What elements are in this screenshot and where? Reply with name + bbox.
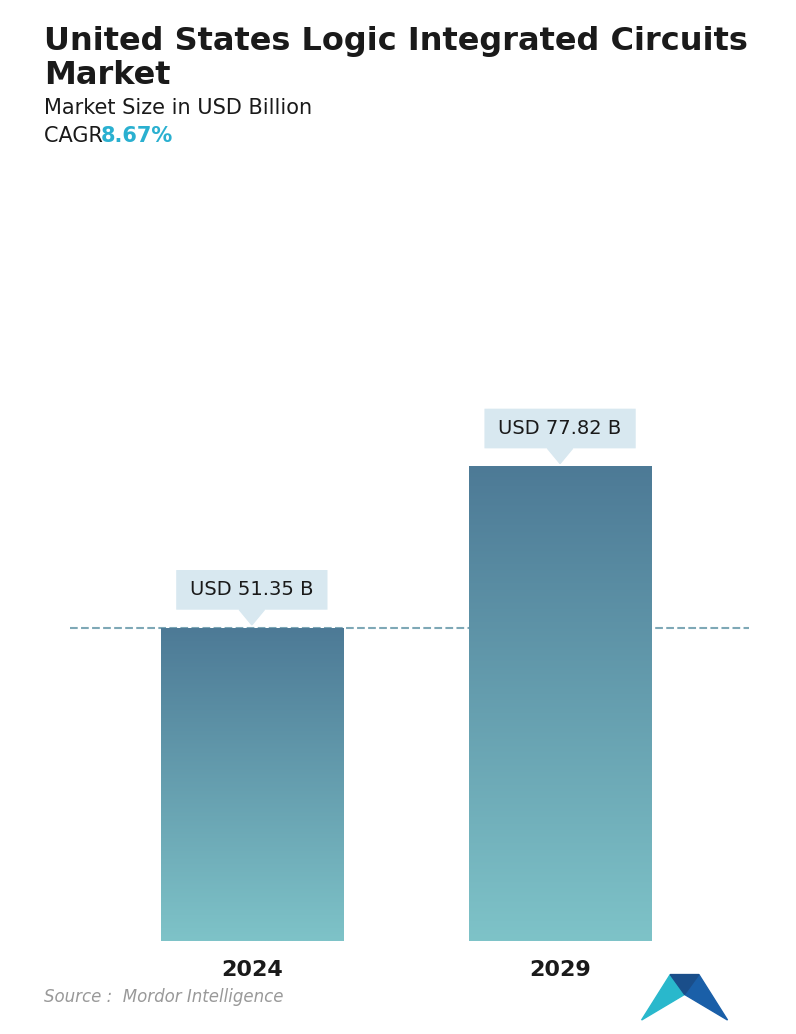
Text: Market: Market: [44, 60, 170, 91]
Text: USD 77.82 B: USD 77.82 B: [498, 419, 622, 438]
Text: CAGR: CAGR: [44, 126, 109, 146]
Text: United States Logic Integrated Circuits: United States Logic Integrated Circuits: [44, 26, 747, 57]
Polygon shape: [642, 974, 685, 1020]
Text: Market Size in USD Billion: Market Size in USD Billion: [44, 98, 312, 118]
Polygon shape: [670, 974, 699, 995]
Text: 8.67%: 8.67%: [101, 126, 174, 146]
Text: USD 51.35 B: USD 51.35 B: [190, 580, 314, 600]
FancyBboxPatch shape: [176, 570, 327, 610]
Polygon shape: [548, 449, 572, 463]
Polygon shape: [240, 610, 264, 625]
Polygon shape: [685, 974, 728, 1020]
Text: Source :  Mordor Intelligence: Source : Mordor Intelligence: [44, 989, 283, 1006]
FancyBboxPatch shape: [485, 408, 636, 449]
